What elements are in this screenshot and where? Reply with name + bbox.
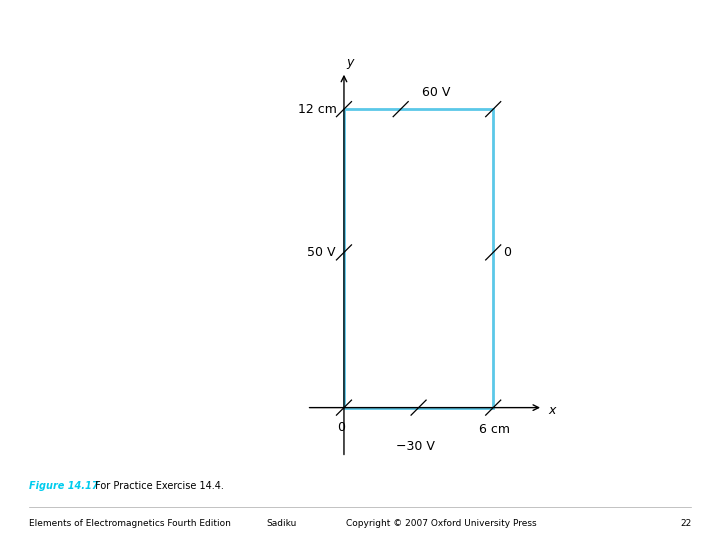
Text: Copyright © 2007 Oxford University Press: Copyright © 2007 Oxford University Press (346, 519, 536, 529)
Text: −30 V: −30 V (396, 440, 435, 453)
Text: 0: 0 (503, 246, 511, 259)
Text: 22: 22 (680, 519, 691, 529)
Text: Sadiku: Sadiku (266, 519, 297, 529)
Text: 60 V: 60 V (422, 86, 450, 99)
Text: 12 cm: 12 cm (297, 103, 336, 116)
Text: 0: 0 (338, 421, 346, 434)
Text: x: x (548, 403, 555, 416)
Text: For Practice Exercise 14.4.: For Practice Exercise 14.4. (92, 481, 224, 491)
Text: 6 cm: 6 cm (479, 422, 510, 436)
Text: y: y (346, 56, 354, 69)
Text: Figure 14.17: Figure 14.17 (29, 481, 99, 491)
Text: 50 V: 50 V (307, 246, 336, 259)
Text: Elements of Electromagnetics Fourth Edition: Elements of Electromagnetics Fourth Edit… (29, 519, 230, 529)
